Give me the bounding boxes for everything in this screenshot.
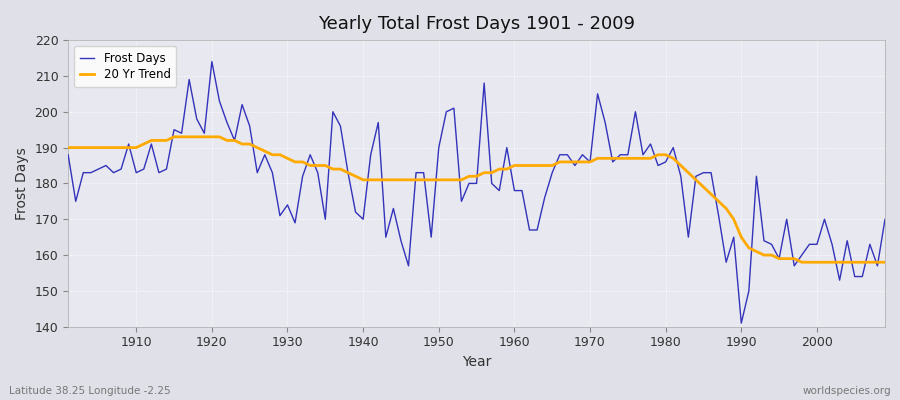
20 Yr Trend	[123, 145, 134, 150]
20 Yr Trend	[63, 145, 74, 150]
Line: Frost Days: Frost Days	[68, 62, 885, 323]
20 Yr Trend	[517, 163, 527, 168]
Y-axis label: Frost Days: Frost Days	[15, 147, 29, 220]
Text: worldspecies.org: worldspecies.org	[803, 386, 891, 396]
Frost Days	[879, 217, 890, 222]
Legend: Frost Days, 20 Yr Trend: Frost Days, 20 Yr Trend	[74, 46, 176, 87]
20 Yr Trend	[608, 156, 618, 161]
Frost Days	[736, 321, 747, 326]
Line: 20 Yr Trend: 20 Yr Trend	[68, 137, 885, 262]
Frost Days	[63, 152, 74, 157]
X-axis label: Year: Year	[462, 355, 491, 369]
20 Yr Trend	[343, 170, 354, 175]
20 Yr Trend	[879, 260, 890, 265]
Frost Days	[509, 188, 520, 193]
20 Yr Trend	[297, 160, 308, 164]
Frost Days	[608, 160, 618, 164]
Frost Days	[123, 142, 134, 146]
Frost Days	[343, 170, 354, 175]
Title: Yearly Total Frost Days 1901 - 2009: Yearly Total Frost Days 1901 - 2009	[318, 15, 635, 33]
20 Yr Trend	[509, 163, 520, 168]
20 Yr Trend	[168, 134, 179, 139]
20 Yr Trend	[796, 260, 807, 265]
Text: Latitude 38.25 Longitude -2.25: Latitude 38.25 Longitude -2.25	[9, 386, 171, 396]
Frost Days	[206, 59, 217, 64]
Frost Days	[517, 188, 527, 193]
Frost Days	[297, 174, 308, 179]
